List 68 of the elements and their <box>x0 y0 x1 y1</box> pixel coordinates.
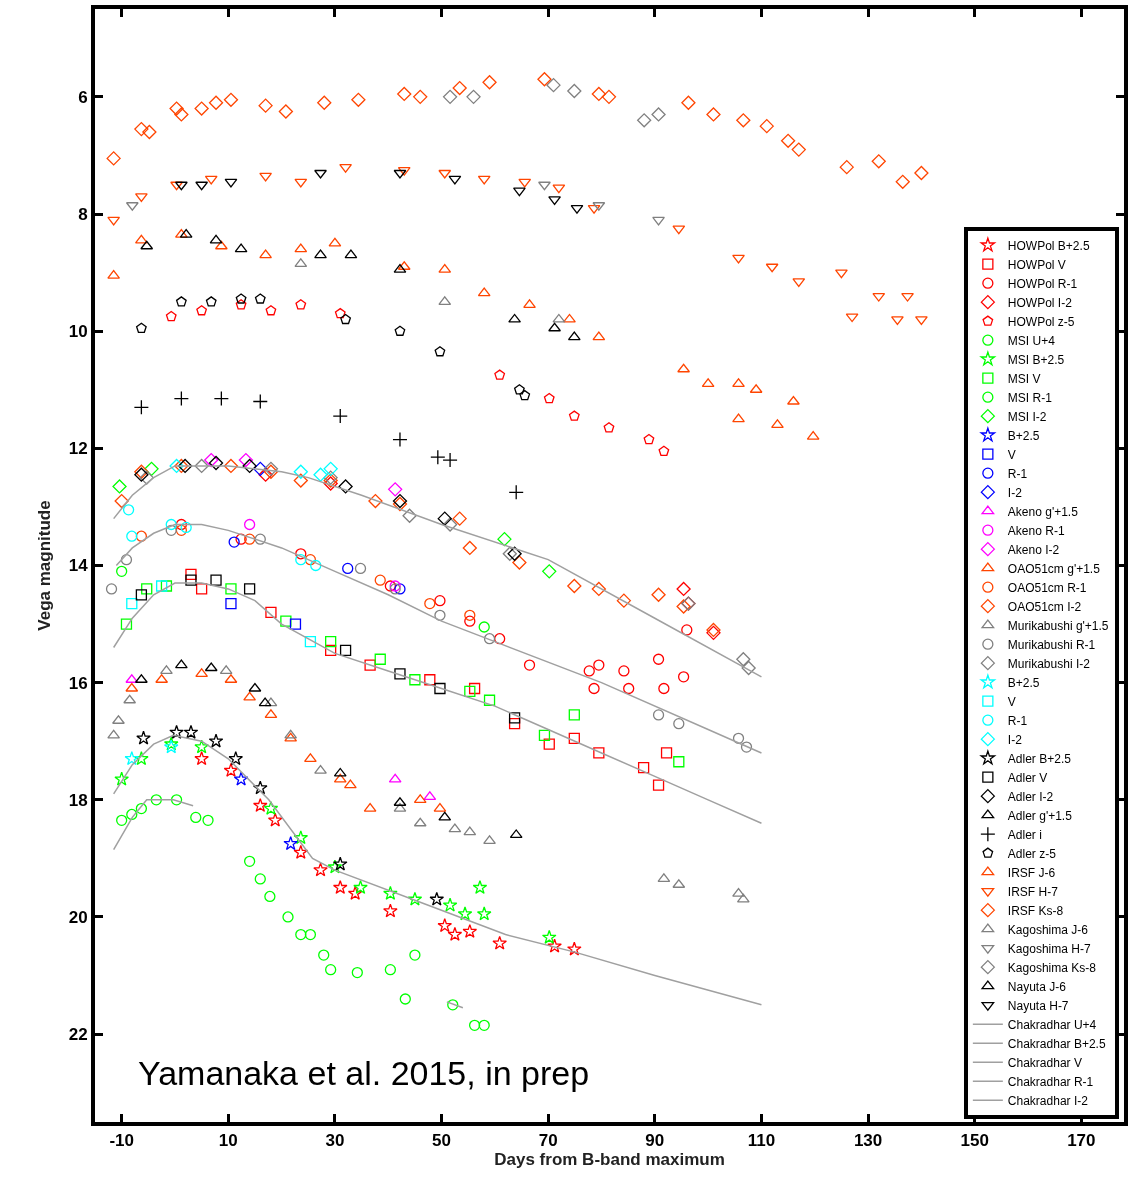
legend-label: Adler z-5 <box>1007 846 1057 861</box>
x-tick-label: 30 <box>325 1131 345 1151</box>
y-axis-title: Vega magnitude <box>34 500 54 631</box>
x-axis-title: Days from B-band maximum <box>494 1150 725 1170</box>
legend-label: OAO51cm R-1 <box>1007 580 1087 595</box>
legend-label: Akeno g'+1.5 <box>1007 504 1079 519</box>
legend-label: HOWPol B+2.5 <box>1007 238 1090 253</box>
legend-label: Kagoshima Ks-8 <box>1007 960 1097 975</box>
x-tick-label: 150 <box>960 1131 989 1151</box>
legend-label: MSI I-2 <box>1007 409 1047 424</box>
y-tick-label: 22 <box>68 1025 88 1045</box>
legend-label: Chakradhar U+4 <box>1007 1017 1097 1032</box>
legend-label: I-2 <box>1007 732 1023 747</box>
legend-label: V <box>1007 694 1016 709</box>
legend-label: Adler B+2.5 <box>1007 751 1072 766</box>
legend-label: HOWPol I-2 <box>1007 295 1073 310</box>
y-tick-label: 14 <box>68 556 89 576</box>
legend-label: B+2.5 <box>1007 428 1040 443</box>
y-tick-label: 12 <box>68 439 88 459</box>
y-tick-label: 16 <box>68 673 88 693</box>
legend-label: HOWPol R-1 <box>1007 276 1078 291</box>
legend-label: R-1 <box>1007 713 1028 728</box>
y-tick-label: 10 <box>68 322 88 342</box>
legend-label: HOWPol V <box>1007 257 1066 272</box>
x-tick-label: 110 <box>747 1131 776 1151</box>
legend-label: Akeno R-1 <box>1007 523 1065 538</box>
y-tick-label: 8 <box>78 204 88 224</box>
legend-label: Chakradhar B+2.5 <box>1007 1036 1106 1051</box>
legend-label: IRSF J-6 <box>1007 865 1056 880</box>
legend-label: Nayuta J-6 <box>1007 979 1067 994</box>
x-tick-label: 50 <box>432 1131 452 1151</box>
x-tick-label: 130 <box>853 1131 883 1151</box>
legend-label: IRSF Ks-8 <box>1007 903 1064 918</box>
legend-label: OAO51cm I-2 <box>1007 599 1082 614</box>
legend-label: IRSF H-7 <box>1007 884 1059 899</box>
legend-label: Adler g'+1.5 <box>1007 808 1073 823</box>
x-tick-label: -10 <box>109 1131 134 1151</box>
legend-label: Kagoshima H-7 <box>1007 941 1091 956</box>
legend-label: Murikabushi I-2 <box>1007 656 1091 671</box>
x-tick-label: 70 <box>538 1131 558 1151</box>
x-tick-label: 90 <box>645 1131 665 1151</box>
legend-label: Chakradhar V <box>1007 1055 1082 1070</box>
legend-label: MSI B+2.5 <box>1007 352 1065 367</box>
legend-label: HOWPol z-5 <box>1007 314 1075 329</box>
legend-label: I-2 <box>1007 485 1023 500</box>
legend-label: V <box>1007 447 1016 462</box>
x-tick-label: 10 <box>218 1131 238 1151</box>
legend-label: R-1 <box>1007 466 1028 481</box>
legend-label: Chakradhar I-2 <box>1007 1093 1089 1108</box>
legend-label: Adler V <box>1007 770 1048 785</box>
y-tick-label: 18 <box>68 790 88 810</box>
legend-label: MSI R-1 <box>1007 390 1053 405</box>
legend-label: MSI U+4 <box>1007 333 1056 348</box>
annotation: Yamanaka et al. 2015, in prep <box>138 1054 590 1092</box>
legend-label: Murikabushi g'+1.5 <box>1007 618 1109 633</box>
y-tick-label: 20 <box>68 907 88 927</box>
legend-label: Akeno I-2 <box>1007 542 1060 557</box>
x-tick-label: 170 <box>1067 1131 1096 1151</box>
legend-label: OAO51cm g'+1.5 <box>1007 561 1101 576</box>
y-tick-label: 6 <box>78 87 88 107</box>
legend-label: Kagoshima J-6 <box>1007 922 1089 937</box>
legend-label: MSI V <box>1007 371 1041 386</box>
legend-label: Adler I-2 <box>1007 789 1054 804</box>
legend-label: B+2.5 <box>1007 675 1040 690</box>
legend-label: Chakradhar R-1 <box>1007 1074 1094 1089</box>
legend-label: Adler i <box>1007 827 1042 842</box>
legend-label: Murikabushi R-1 <box>1007 637 1096 652</box>
legend-label: Nayuta H-7 <box>1007 998 1069 1013</box>
